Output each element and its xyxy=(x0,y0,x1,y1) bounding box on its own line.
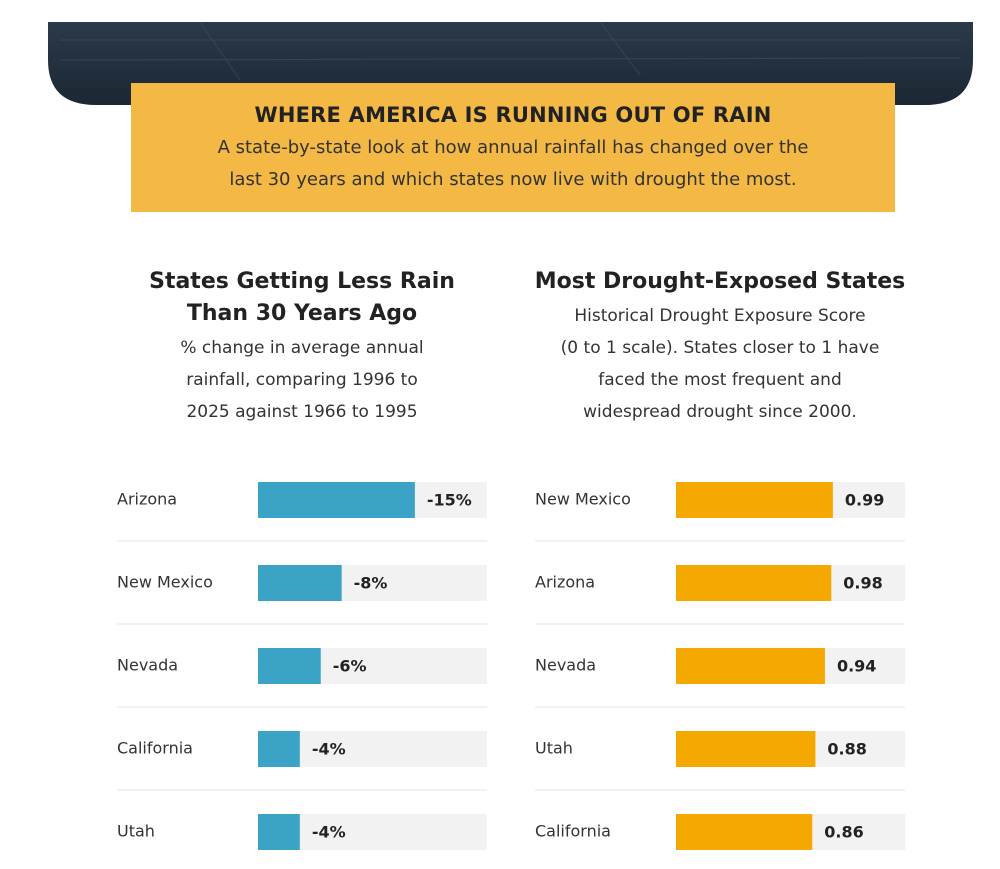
chart-subtitle: faced the most frequent and xyxy=(598,370,842,390)
chart-title: Most Drought-Exposed States xyxy=(535,269,905,294)
banner-texture xyxy=(59,21,961,81)
chart-title: States Getting Less Rain xyxy=(149,269,455,294)
value-label: -15% xyxy=(427,491,472,510)
bar xyxy=(676,482,833,518)
value-label: -4% xyxy=(312,823,346,842)
category-label: New Mexico xyxy=(117,573,213,592)
charts: States Getting Less Rain Than 30 Years Ag… xyxy=(117,269,905,850)
category-label: Utah xyxy=(535,739,573,758)
bar xyxy=(676,814,813,850)
value-label: -4% xyxy=(312,740,346,759)
header-subtitle: A state-by-state look at how annual rain… xyxy=(218,137,809,190)
value-label: 0.86 xyxy=(824,823,863,842)
chart-subtitle: Historical Drought Exposure Score xyxy=(574,306,865,326)
header-box xyxy=(131,83,895,212)
bar xyxy=(258,648,321,684)
chart-subtitle: % change in average annual xyxy=(180,338,423,358)
value-label: -8% xyxy=(354,574,388,593)
bar xyxy=(258,482,415,518)
bar xyxy=(258,731,300,767)
bar xyxy=(676,648,825,684)
value-label: 0.88 xyxy=(827,740,866,759)
category-label: New Mexico xyxy=(535,490,631,509)
header-title: WHERE AMERICA IS RUNNING OUT OF RAIN xyxy=(255,103,772,127)
category-label: California xyxy=(117,739,193,758)
category-label: Nevada xyxy=(535,656,596,675)
chart-subtitle: rainfall, comparing 1996 to xyxy=(186,370,418,390)
value-label: 0.98 xyxy=(843,574,882,593)
category-label: Utah xyxy=(117,822,155,841)
bar xyxy=(258,565,342,601)
value-label: 0.94 xyxy=(837,657,876,676)
header-subtitle-line: A state-by-state look at how annual rain… xyxy=(218,137,809,158)
chart-subtitle: (0 to 1 scale). States closer to 1 have xyxy=(561,338,880,358)
chart-title: Than 30 Years Ago xyxy=(187,301,417,326)
chart-subtitle: 2025 against 1966 to 1995 xyxy=(186,402,417,422)
bar xyxy=(258,814,300,850)
bar xyxy=(676,565,832,601)
value-label: -6% xyxy=(333,657,367,676)
bar xyxy=(676,731,816,767)
header-subtitle-line: last 30 years and which states now live … xyxy=(229,169,796,190)
value-label: 0.99 xyxy=(845,491,884,510)
category-label: California xyxy=(535,822,611,841)
chart-subtitle: widespread drought since 2000. xyxy=(583,402,857,422)
category-label: Arizona xyxy=(535,573,595,592)
category-label: Arizona xyxy=(117,490,177,509)
category-label: Nevada xyxy=(117,656,178,675)
